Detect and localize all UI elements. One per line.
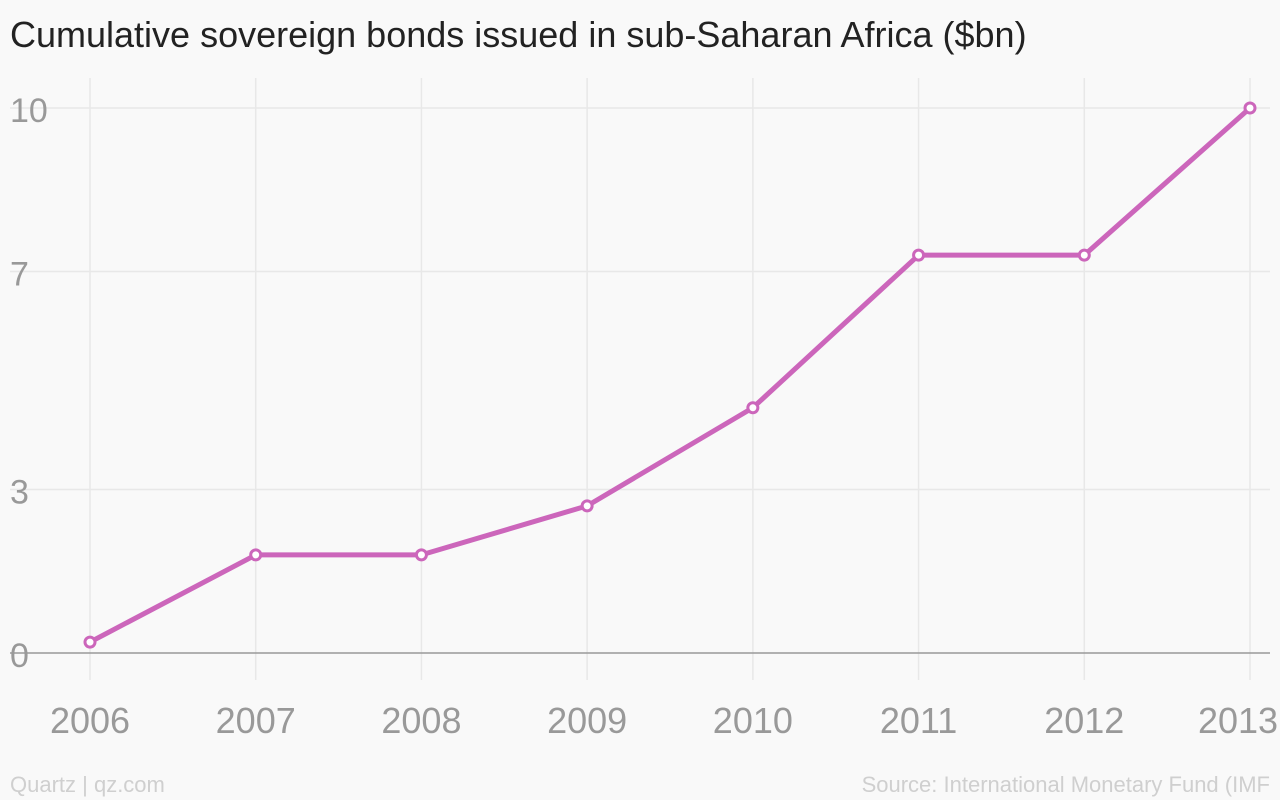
credit-text: Quartz | qz.com — [10, 772, 165, 797]
x-tick-label: 2012 — [1044, 700, 1124, 741]
data-point — [580, 499, 594, 513]
x-tick-label: 2011 — [880, 700, 957, 741]
y-tick-label: 7 — [10, 256, 29, 294]
y-tick-label: 3 — [10, 474, 29, 512]
x-tick-label: 2010 — [713, 700, 793, 741]
data-point — [912, 248, 926, 262]
x-tick-label: 2009 — [547, 700, 627, 741]
data-point — [83, 635, 97, 649]
x-tick-label: 2007 — [216, 700, 296, 741]
x-tick-label: 2006 — [50, 700, 130, 741]
data-point — [1243, 101, 1257, 115]
data-point — [414, 548, 428, 562]
chart-title: Cumulative sovereign bonds issued in sub… — [10, 14, 1027, 55]
x-tick-label: 2013 — [1198, 700, 1278, 741]
data-point — [249, 548, 263, 562]
series-line — [87, 105, 1253, 645]
x-tick-label: 2008 — [381, 700, 461, 741]
y-tick-label: 10 — [10, 92, 48, 130]
data-point — [1077, 248, 1091, 262]
data-point — [746, 401, 760, 415]
source-text: Source: International Monetary Fund (IMF — [861, 772, 1270, 797]
y-tick-label: 0 — [10, 637, 29, 675]
